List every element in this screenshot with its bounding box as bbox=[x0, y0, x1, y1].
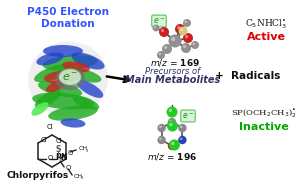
Ellipse shape bbox=[59, 69, 81, 85]
Text: SP(OCH$_2$CH$_3$)$_2^{\bullet}$: SP(OCH$_2$CH$_3$)$_2^{\bullet}$ bbox=[231, 108, 297, 120]
Circle shape bbox=[171, 37, 175, 41]
Ellipse shape bbox=[35, 90, 61, 108]
Text: Precursors of: Precursors of bbox=[145, 67, 201, 75]
Circle shape bbox=[183, 33, 193, 43]
Circle shape bbox=[159, 125, 162, 128]
Circle shape bbox=[180, 125, 183, 128]
Ellipse shape bbox=[28, 41, 108, 117]
Ellipse shape bbox=[71, 53, 105, 70]
Ellipse shape bbox=[43, 45, 83, 57]
Circle shape bbox=[183, 45, 186, 48]
Circle shape bbox=[164, 46, 167, 49]
Circle shape bbox=[169, 119, 172, 122]
Text: Cl: Cl bbox=[55, 138, 62, 144]
Circle shape bbox=[159, 137, 162, 140]
Text: $_3$: $_3$ bbox=[80, 174, 84, 182]
Circle shape bbox=[159, 53, 161, 55]
Circle shape bbox=[157, 136, 166, 144]
Ellipse shape bbox=[34, 64, 72, 82]
Circle shape bbox=[159, 27, 169, 37]
Text: S: S bbox=[55, 146, 61, 154]
Text: Active: Active bbox=[246, 32, 286, 42]
Circle shape bbox=[183, 19, 191, 27]
Circle shape bbox=[180, 28, 183, 31]
Ellipse shape bbox=[36, 53, 63, 65]
Ellipse shape bbox=[32, 93, 94, 109]
Text: O: O bbox=[65, 165, 71, 171]
Circle shape bbox=[177, 26, 180, 29]
Circle shape bbox=[161, 29, 164, 32]
Circle shape bbox=[168, 118, 176, 126]
Ellipse shape bbox=[73, 96, 99, 110]
Text: $e^-$: $e^-$ bbox=[153, 16, 165, 26]
Circle shape bbox=[181, 43, 191, 53]
Ellipse shape bbox=[65, 67, 101, 83]
Text: O: O bbox=[47, 155, 53, 161]
Ellipse shape bbox=[77, 80, 103, 98]
Circle shape bbox=[157, 51, 165, 59]
Text: P450 Electron
Donation: P450 Electron Donation bbox=[27, 7, 109, 29]
Ellipse shape bbox=[38, 81, 82, 97]
Text: $m/z$ = $\bf{196}$: $m/z$ = $\bf{196}$ bbox=[147, 150, 197, 161]
Text: CH: CH bbox=[78, 146, 87, 152]
Circle shape bbox=[162, 44, 172, 54]
Circle shape bbox=[185, 35, 188, 38]
Ellipse shape bbox=[55, 68, 85, 90]
Circle shape bbox=[167, 106, 177, 118]
Text: Cl: Cl bbox=[47, 124, 53, 130]
Circle shape bbox=[171, 142, 175, 145]
Circle shape bbox=[191, 41, 199, 49]
Text: Chlorpyrifos: Chlorpyrifos bbox=[7, 170, 69, 180]
Circle shape bbox=[175, 24, 185, 34]
Ellipse shape bbox=[31, 102, 49, 116]
Circle shape bbox=[180, 137, 183, 140]
Circle shape bbox=[178, 136, 187, 144]
Circle shape bbox=[169, 109, 172, 112]
Circle shape bbox=[169, 123, 172, 126]
Text: $e^-$: $e^-$ bbox=[62, 71, 78, 83]
Text: Inactive: Inactive bbox=[239, 122, 289, 132]
Circle shape bbox=[178, 124, 187, 132]
Text: $_3$: $_3$ bbox=[85, 147, 89, 155]
Ellipse shape bbox=[62, 61, 90, 73]
Circle shape bbox=[168, 35, 181, 47]
Circle shape bbox=[179, 26, 188, 36]
Ellipse shape bbox=[46, 80, 66, 92]
Text: Cl: Cl bbox=[41, 137, 47, 143]
Circle shape bbox=[167, 121, 178, 132]
Circle shape bbox=[192, 43, 195, 45]
Circle shape bbox=[184, 21, 187, 23]
Text: +  Radicals: + Radicals bbox=[215, 71, 281, 81]
Ellipse shape bbox=[61, 118, 85, 128]
Circle shape bbox=[168, 142, 176, 150]
Text: Main Metabolites: Main Metabolites bbox=[125, 75, 221, 85]
Circle shape bbox=[154, 26, 156, 28]
Text: N: N bbox=[61, 153, 67, 163]
Text: $e^-$: $e^-$ bbox=[182, 111, 194, 121]
Text: CH: CH bbox=[73, 174, 82, 178]
Circle shape bbox=[169, 139, 180, 150]
Circle shape bbox=[152, 25, 160, 32]
Text: O: O bbox=[67, 150, 72, 156]
Circle shape bbox=[169, 143, 172, 146]
Text: C$_5$NHCl$_3^{\bullet}$: C$_5$NHCl$_3^{\bullet}$ bbox=[245, 17, 287, 31]
Text: $m/z$ = $\bf{169}$: $m/z$ = $\bf{169}$ bbox=[150, 57, 200, 68]
Ellipse shape bbox=[43, 55, 97, 71]
Text: P: P bbox=[55, 153, 61, 163]
Ellipse shape bbox=[44, 70, 82, 84]
Circle shape bbox=[157, 124, 166, 132]
Ellipse shape bbox=[48, 105, 98, 121]
